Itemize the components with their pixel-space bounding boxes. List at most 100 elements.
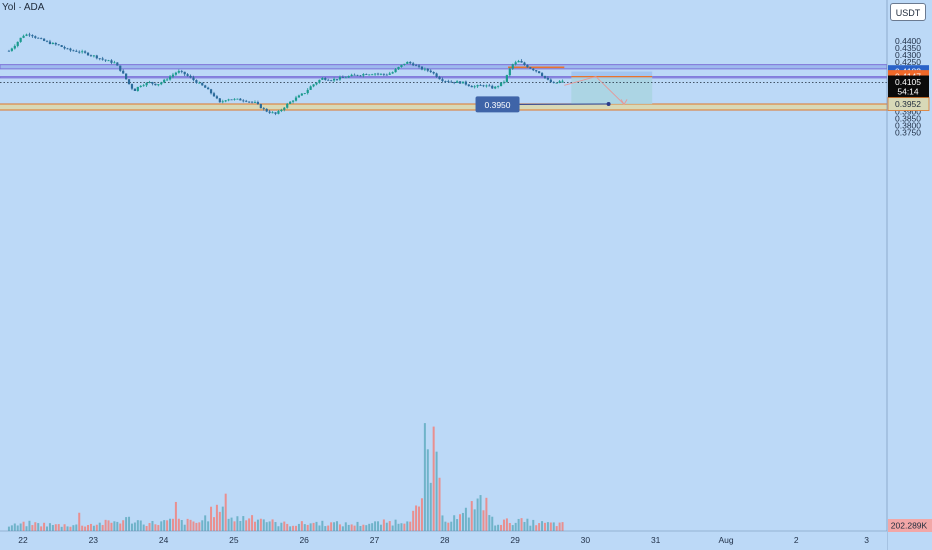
volume-bar	[43, 522, 46, 531]
annotation-label: 0.3950	[485, 100, 511, 110]
volume-bar	[128, 516, 131, 531]
volume-bar	[388, 521, 391, 531]
volume-bar	[84, 526, 87, 531]
volume-bar	[110, 522, 113, 531]
candle-body	[236, 98, 239, 100]
candle-body	[75, 50, 78, 52]
volume-bar	[415, 505, 418, 531]
candle-body	[391, 72, 394, 74]
volume-bar	[154, 524, 157, 531]
volume-bar	[426, 449, 429, 531]
volume-bar	[37, 523, 40, 531]
volume-bar	[535, 525, 538, 531]
volume-bar	[242, 516, 245, 531]
volume-bar	[520, 518, 523, 531]
volume-bar	[312, 522, 315, 531]
support-zone	[0, 104, 887, 110]
volume-bar	[227, 518, 230, 531]
volume-bar	[207, 521, 210, 531]
volume-bar	[186, 518, 189, 531]
candle-body	[338, 77, 342, 80]
volume-bar	[92, 525, 95, 531]
volume-bar	[69, 526, 72, 531]
candle-body	[110, 60, 113, 63]
volume-bar	[514, 522, 517, 531]
volume-bar	[31, 525, 34, 531]
candle-body	[552, 82, 555, 84]
volume-bars	[7, 423, 564, 531]
volume-bar	[418, 506, 421, 531]
volume-bar	[171, 518, 174, 531]
volume-bar	[362, 524, 365, 531]
candle-body	[221, 101, 224, 103]
volume-bar	[177, 518, 180, 531]
volume-bar	[374, 521, 377, 531]
candle-body	[330, 80, 333, 82]
candle-body	[347, 76, 350, 78]
candle-body	[511, 64, 514, 69]
volume-bar	[224, 493, 227, 531]
candle-body	[441, 79, 444, 82]
candle-body	[157, 84, 160, 86]
volume-bar	[412, 510, 415, 531]
date-tick-label: 31	[651, 535, 661, 545]
candle-body	[163, 79, 166, 83]
candle-body	[69, 48, 72, 51]
volume-bar	[104, 519, 107, 531]
candle-body	[332, 78, 336, 81]
candle-body	[435, 73, 438, 77]
candle-body	[256, 102, 260, 105]
volume-bar	[48, 523, 51, 531]
volume-bar	[133, 522, 136, 531]
volume-bar	[113, 521, 116, 531]
candle-body	[555, 82, 558, 84]
candle-body	[28, 34, 31, 36]
price-tick-label: 0.4250	[895, 57, 921, 67]
volume-bar	[236, 516, 239, 531]
volume-bar	[406, 521, 409, 531]
volume-bar	[505, 518, 508, 531]
candle-body	[209, 89, 213, 94]
volume-bar	[347, 524, 350, 531]
currency-unit-button[interactable]: USDT	[890, 3, 926, 21]
candle-body	[426, 68, 429, 71]
volume-bar	[394, 519, 397, 531]
date-tick-label: 25	[229, 535, 239, 545]
candle-body	[259, 104, 262, 109]
price-tick-label: 0.3750	[895, 127, 921, 137]
candle-body	[253, 102, 257, 103]
volume-bar	[333, 522, 336, 531]
candle-body	[376, 73, 380, 75]
candle-body	[499, 82, 503, 86]
volume-bar	[336, 521, 339, 531]
volume-bar	[429, 482, 432, 531]
date-tick-label: 30	[581, 535, 591, 545]
candle-body	[262, 108, 265, 109]
date-tick-label: 24	[159, 535, 169, 545]
candle-body	[368, 74, 371, 76]
volume-bar	[546, 522, 549, 531]
volume-bar	[277, 526, 280, 531]
candle-body	[362, 74, 365, 76]
candle-body	[233, 98, 236, 100]
volume-bar	[403, 523, 406, 531]
candle-body	[540, 73, 544, 76]
volume-bar	[297, 523, 300, 531]
candle-body	[40, 38, 43, 40]
date-tick-label: 29	[510, 535, 520, 545]
candle-body	[303, 93, 306, 94]
candle-body	[37, 37, 40, 39]
volume-bar	[215, 504, 218, 531]
candle-body	[10, 48, 13, 51]
volume-bar	[245, 520, 248, 531]
volume-bar	[377, 521, 380, 531]
volume-bar	[356, 521, 359, 531]
candle-body	[166, 79, 169, 81]
projection-arrow-0	[564, 76, 625, 105]
volume-bar	[385, 522, 388, 531]
candle-body	[535, 70, 538, 72]
volume-bar	[63, 524, 66, 531]
candle-body	[529, 67, 532, 69]
candle-body	[412, 63, 415, 66]
